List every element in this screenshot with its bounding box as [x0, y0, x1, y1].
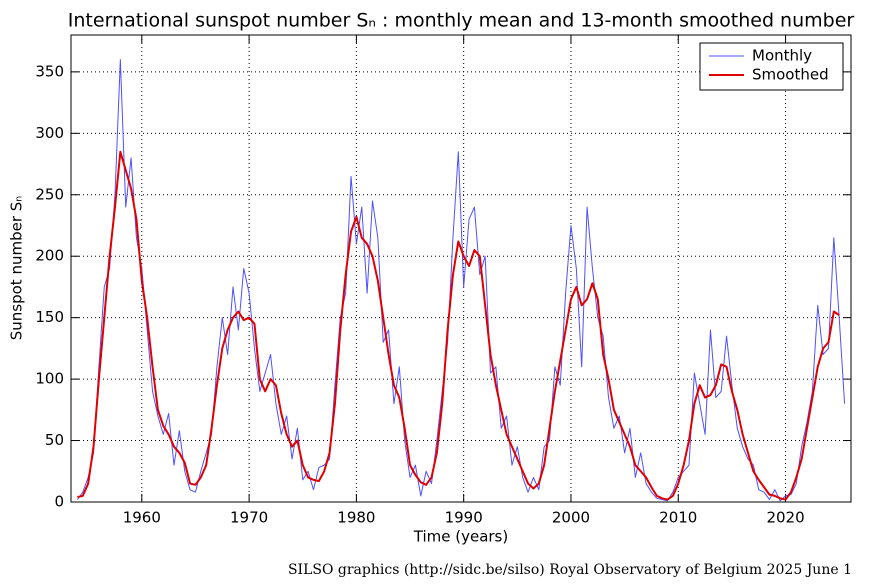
- y-axis-label: Sunspot number Sₙ: [8, 196, 26, 341]
- legend-label: Monthly: [752, 47, 812, 65]
- chart-title: International sunspot number Sₙ : monthl…: [68, 10, 855, 32]
- x-tick-label: 1990: [445, 509, 483, 527]
- y-tick-label: 150: [35, 308, 64, 326]
- legend-box: [699, 42, 844, 91]
- x-tick-label: 1970: [230, 509, 268, 527]
- series-line: [77, 59, 846, 502]
- x-tick-label: 1980: [337, 509, 375, 527]
- x-axis-label: Time (years): [413, 528, 508, 546]
- legend-label: Smoothed: [752, 66, 829, 84]
- series-line: [77, 150, 840, 501]
- x-tick-label: 2020: [766, 509, 804, 527]
- plot-frame: [70, 34, 852, 503]
- footer-credit: SILSO graphics (http://sidc.be/silso) Ro…: [288, 562, 852, 578]
- y-tick-label: 350: [35, 62, 64, 80]
- x-tick-label: 2010: [659, 509, 697, 527]
- y-tick-label: 200: [35, 247, 64, 265]
- y-tick-label: 50: [45, 431, 64, 449]
- y-tick-label: 0: [54, 493, 64, 511]
- x-tick-label: 2000: [552, 509, 590, 527]
- y-tick-label: 100: [35, 370, 64, 388]
- y-tick-label: 300: [35, 124, 64, 142]
- y-tick-label: 250: [35, 185, 64, 203]
- x-tick-label: 1960: [123, 509, 161, 527]
